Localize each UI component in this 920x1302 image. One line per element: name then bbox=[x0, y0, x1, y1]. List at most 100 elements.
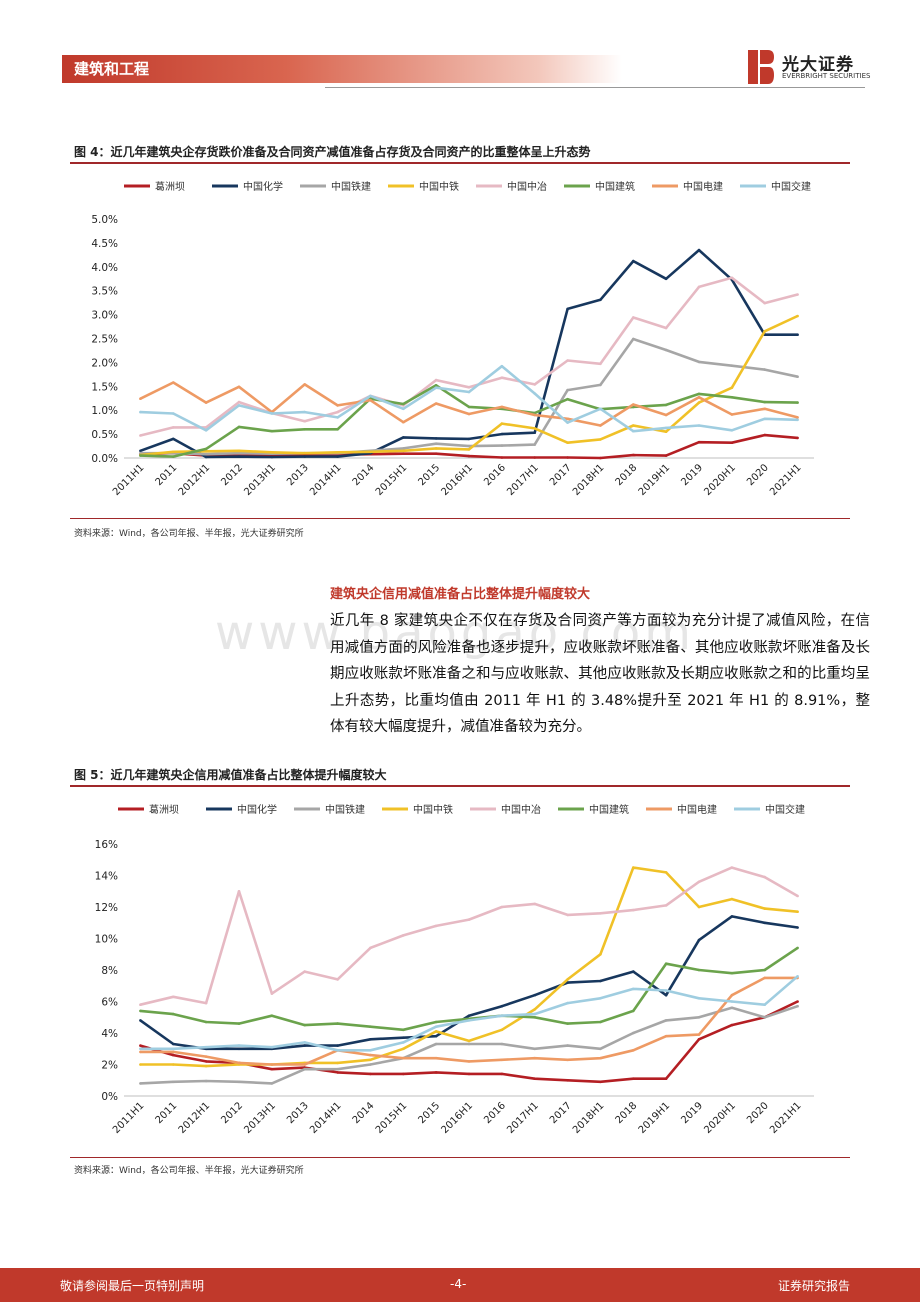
fig5-point-s5-17 bbox=[664, 904, 668, 907]
fig5-point-s2-15 bbox=[599, 979, 602, 983]
fig5-point-s5-10 bbox=[434, 924, 438, 928]
fig5-point-s4-13 bbox=[533, 1008, 536, 1011]
fig4-point-s4-16 bbox=[632, 424, 635, 427]
fig4-point-s2-1 bbox=[139, 449, 142, 453]
fig5-point-s8-12 bbox=[500, 1014, 504, 1017]
body-paragraph: 近几年 8 家建筑央企不仅在存货及合同资产等方面较为充分计提了减值风险，在信用减… bbox=[330, 613, 870, 735]
watermark: www.baogao.com bbox=[215, 605, 696, 661]
fig4-xtick-2: 2011 bbox=[154, 462, 180, 488]
fig5-point-s8-6 bbox=[303, 1041, 306, 1044]
fig5-point-s4-15 bbox=[599, 953, 602, 956]
fig5-point-s3-14 bbox=[566, 1044, 569, 1047]
fig5-point-s1-15 bbox=[599, 1080, 602, 1084]
fig4-point-s4-14 bbox=[566, 441, 569, 445]
fig5-point-s1-3 bbox=[204, 1060, 208, 1063]
fig5-point-s1-1 bbox=[139, 1044, 142, 1047]
fig4-point-s5-3 bbox=[204, 426, 208, 429]
fig5-point-s5-16 bbox=[632, 908, 635, 912]
fig5-point-s1-13 bbox=[533, 1077, 536, 1080]
fig5-point-s8-15 bbox=[599, 997, 602, 1000]
fig4-point-s8-5 bbox=[270, 412, 274, 415]
fig5-point-s6-17 bbox=[664, 962, 668, 965]
fig5-point-s6-7 bbox=[336, 1022, 339, 1025]
fig4-point-s1-17 bbox=[664, 454, 668, 457]
logo-mark-icon bbox=[748, 50, 774, 84]
fig4-xtick-15: 2018H1 bbox=[571, 462, 607, 498]
fig5-point-s8-17 bbox=[664, 989, 668, 992]
fig5-xtick-5: 2013H1 bbox=[242, 1100, 278, 1136]
fig4-point-s8-2 bbox=[172, 412, 175, 415]
fig4-point-s2-7 bbox=[336, 455, 339, 458]
fig5-point-s2-14 bbox=[566, 981, 569, 984]
figure4-bottom-rule bbox=[70, 518, 850, 519]
fig5-legend-label-6: 中国建筑 bbox=[589, 803, 629, 816]
fig5-point-s8-2 bbox=[172, 1047, 175, 1051]
fig4-point-s4-5 bbox=[270, 451, 274, 454]
fig5-point-s1-17 bbox=[664, 1077, 668, 1080]
fig5-point-s8-5 bbox=[270, 1045, 274, 1049]
fig5-point-s2-19 bbox=[730, 915, 734, 918]
fig4-point-s8-15 bbox=[599, 407, 602, 411]
fig4-legend-label-1: 葛洲坝 bbox=[155, 180, 185, 193]
fig5-point-s8-20 bbox=[763, 1003, 766, 1006]
fig4-point-s5-1 bbox=[139, 434, 142, 437]
fig4-point-s8-3 bbox=[204, 429, 208, 432]
fig4-point-s6-3 bbox=[204, 447, 208, 451]
fig5-legend-label-4: 中国中铁 bbox=[413, 803, 453, 816]
fig4-xtick-14: 2017 bbox=[548, 462, 574, 488]
fig4-xtick-3: 2012H1 bbox=[177, 462, 213, 498]
fig5-point-s7-3 bbox=[204, 1055, 208, 1058]
fig4-point-s6-10 bbox=[434, 384, 438, 387]
fig5-point-s1-10 bbox=[434, 1071, 438, 1074]
fig5-point-s7-11 bbox=[467, 1060, 471, 1063]
fig4-point-s1-18 bbox=[697, 440, 701, 444]
section-tag: 建筑和工程 bbox=[74, 60, 150, 78]
fig4-point-s5-7 bbox=[336, 410, 339, 414]
fig5-point-s5-7 bbox=[336, 978, 339, 981]
fig4-point-s2-14 bbox=[566, 307, 569, 311]
fig5-point-s7-8 bbox=[369, 1053, 372, 1057]
fig5-point-s8-16 bbox=[632, 987, 635, 991]
fig5-point-s3-2 bbox=[172, 1080, 175, 1084]
fig5-point-s2-2 bbox=[172, 1042, 175, 1046]
fig4-point-s4-17 bbox=[664, 430, 668, 434]
fig5-xtick-17: 2019H1 bbox=[637, 1100, 673, 1136]
fig4-point-s3-12 bbox=[500, 444, 504, 447]
fig5-point-s5-18 bbox=[697, 880, 701, 884]
figure4-chart: 葛洲坝 中国化学 中国铁建 中国中铁 中国中冶 中国建筑 中国电建 中国交建 0.0% 0.5% 1… bbox=[91, 180, 814, 498]
fig4-point-s2-5 bbox=[270, 455, 274, 459]
fig5-ytick-7: 12% bbox=[95, 902, 118, 914]
fig4-point-s2-10 bbox=[434, 437, 438, 440]
fig5-xtick-1: 2011H1 bbox=[111, 1100, 147, 1136]
fig4-point-s5-19 bbox=[730, 276, 734, 280]
fig5-point-s3-5 bbox=[270, 1082, 274, 1085]
fig5-point-s5-20 bbox=[763, 875, 766, 879]
fig4-point-s4-15 bbox=[599, 438, 602, 441]
fig4-point-s2-11 bbox=[467, 437, 471, 441]
fig4-point-s7-20 bbox=[763, 407, 766, 411]
fig4-point-s3-3 bbox=[204, 452, 208, 456]
fig4-point-s2-17 bbox=[664, 277, 668, 281]
footer-band bbox=[0, 1268, 920, 1302]
fig5-legend-label-8: 中国交建 bbox=[765, 803, 805, 816]
fig5-point-s8-7 bbox=[336, 1049, 339, 1052]
fig4-xtick-21: 2021H1 bbox=[768, 462, 804, 498]
fig4-xtick-1: 2011H1 bbox=[111, 462, 147, 498]
fig5-point-s7-13 bbox=[533, 1056, 536, 1060]
fig4-point-s6-1 bbox=[139, 454, 142, 457]
fig5-point-s8-19 bbox=[730, 1000, 734, 1003]
fig4-point-s2-6 bbox=[303, 455, 306, 458]
fig5-point-s4-1 bbox=[139, 1063, 142, 1066]
fig5-point-s2-17 bbox=[664, 993, 668, 997]
fig5-xtick-12: 2016 bbox=[482, 1100, 508, 1126]
fig5-point-s3-21 bbox=[796, 1004, 799, 1008]
fig4-point-s4-21 bbox=[796, 314, 799, 318]
fig5-legend-label-3: 中国铁建 bbox=[325, 803, 365, 816]
fig5-point-s5-3 bbox=[204, 1001, 208, 1005]
fig5-point-s3-16 bbox=[632, 1031, 635, 1035]
fig5-point-s6-10 bbox=[434, 1020, 438, 1024]
fig4-point-s4-10 bbox=[434, 447, 438, 450]
fig4-point-s2-2 bbox=[172, 437, 175, 441]
fig5-legend-label-1: 葛洲坝 bbox=[149, 803, 179, 816]
fig5-point-s2-6 bbox=[303, 1044, 306, 1047]
